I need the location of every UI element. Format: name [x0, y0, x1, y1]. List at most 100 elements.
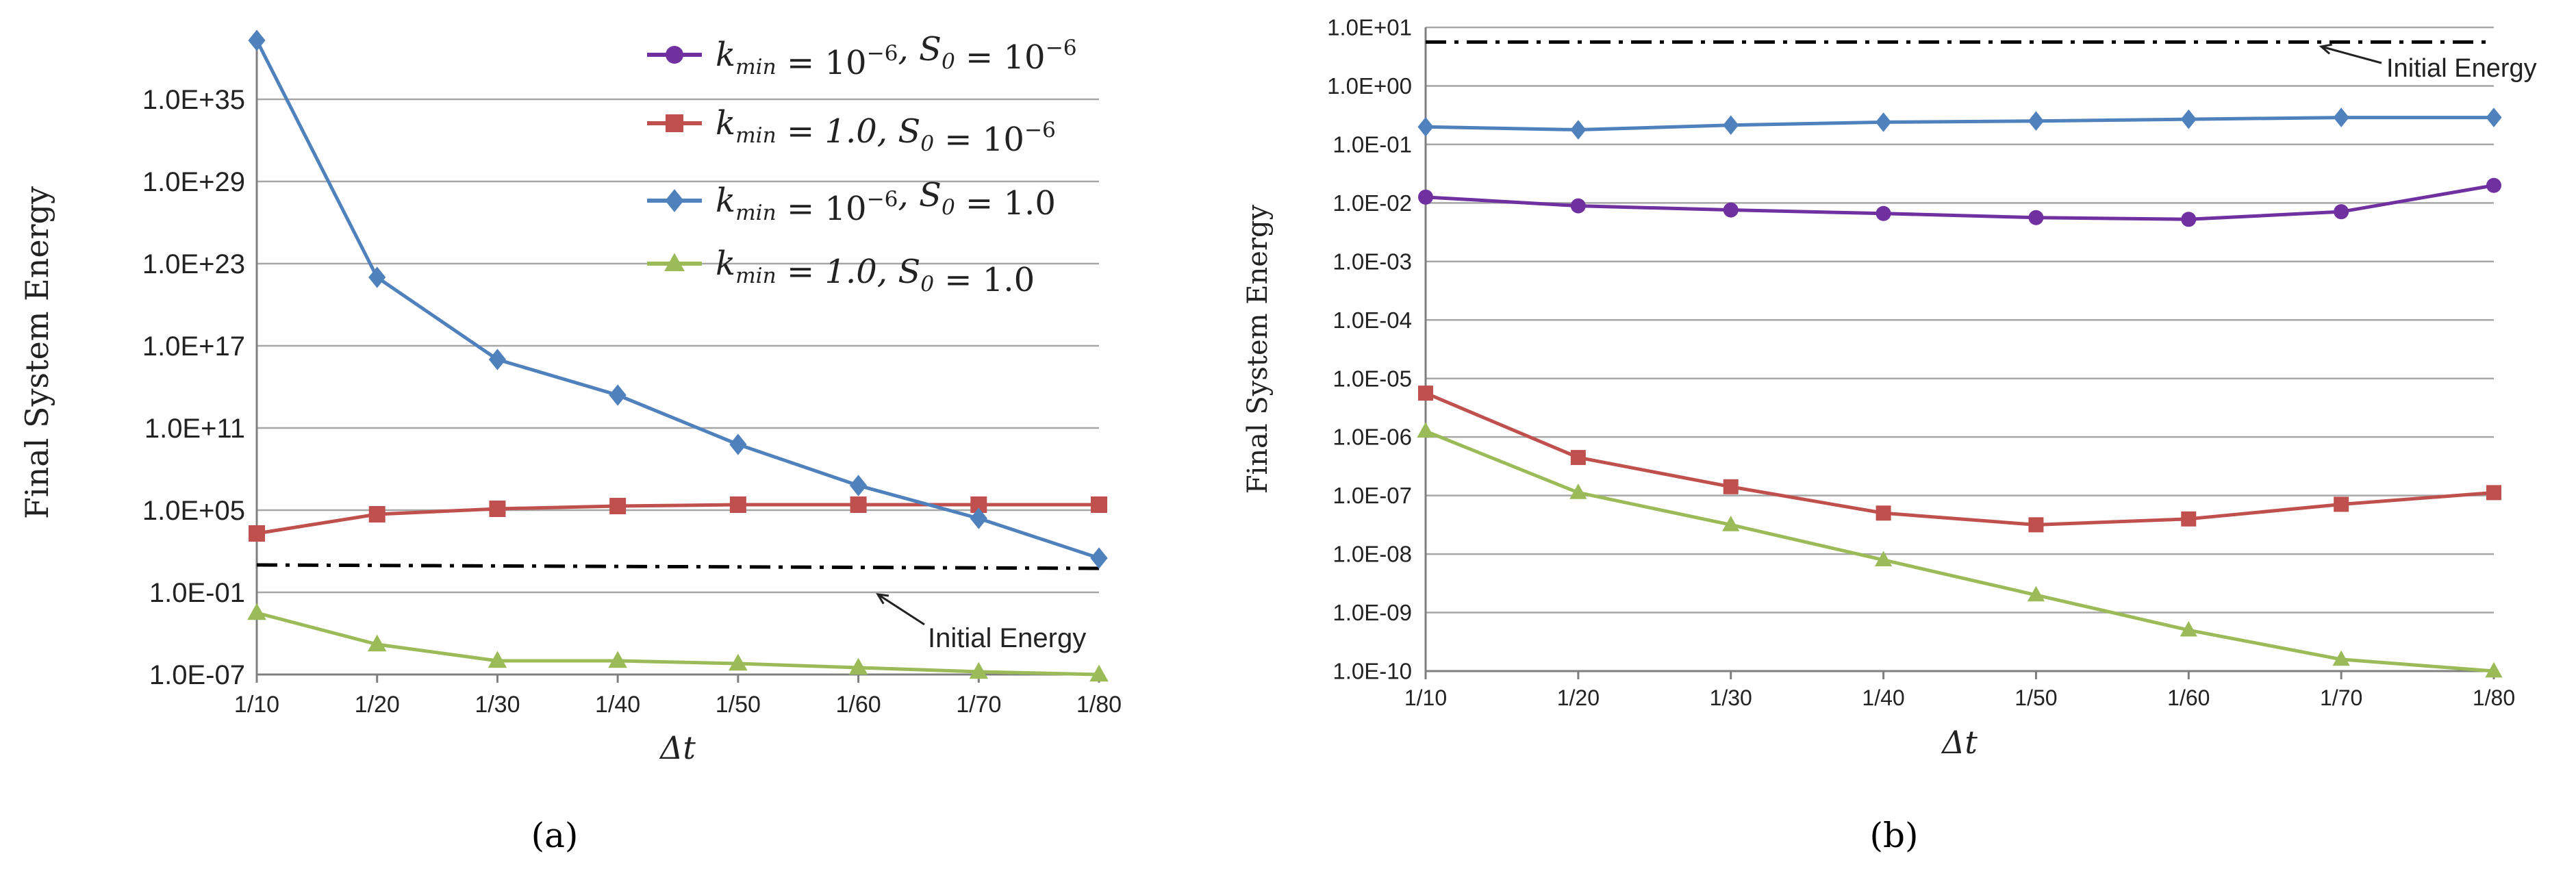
panel-a-x-tick-label: 1/40 — [595, 692, 640, 718]
panel-b-series-4-point — [1874, 551, 1893, 566]
panel-a-legend-subscript: min — [735, 123, 776, 148]
panel-a-annotation-arrow — [877, 593, 925, 626]
chart-panel-b: 1.0E-10 1.0E-09 1.0E-08 1.0E-07 1.0E-06 1.0E-… — [1242, 15, 2537, 761]
panel-a-annotation-arrowhead — [876, 593, 889, 605]
panel-b-series-2-point — [2181, 511, 2197, 527]
panel-a-legend-text: = 1.0 — [955, 184, 1056, 223]
panel-b-series-4-point — [2180, 620, 2197, 637]
panel-b-series-line-3 — [1425, 116, 2494, 132]
panel-b-y-axis-label: Final System Energy — [1242, 204, 1274, 494]
panel-a-legend-text: , S — [898, 176, 942, 214]
panel-a-legend-superscript: −6 — [1024, 118, 1056, 142]
panel-a-series-3-point — [488, 349, 507, 370]
panel-b-x-tick-label: 1/20 — [1557, 685, 1600, 710]
panel-a-legend-entry: kmin = 1.0, S0 = 10−6 — [716, 104, 1056, 159]
panel-a-legend-superscript: −6 — [867, 41, 898, 66]
panel-a-y-tick-label: 1.0E+11 — [144, 414, 245, 444]
panel-b-series-1-point — [1876, 205, 1891, 221]
panel-a-legend-superscript: −6 — [867, 187, 898, 212]
panel-a-series-3-point — [1090, 547, 1108, 569]
panel-a-series-2-point — [249, 525, 265, 542]
panel-a-legend-text: k — [716, 181, 735, 220]
panel-b-series-3-point — [1570, 120, 1587, 140]
panel-a-x-tick-label: 1/10 — [234, 692, 279, 718]
panel-a-series-line-4 — [256, 611, 1100, 677]
panel-a-series-3-point — [248, 29, 266, 51]
panel-a-initial-energy-line — [256, 563, 1100, 570]
panel-b-series-4-point — [2027, 585, 2045, 602]
panel-a-series-2-point — [1091, 496, 1107, 513]
panel-a-y-tick-label: 1.0E+29 — [142, 167, 245, 197]
panel-a-y-tick-label: 1.0E+17 — [142, 331, 245, 362]
panel-b-x-tick-label: 1/50 — [2015, 685, 2057, 710]
panel-a-legend-text: = 10 — [934, 121, 1024, 159]
panel-b-annotation-label: Initial Energy — [2386, 54, 2537, 83]
panel-a-legend-marker — [664, 253, 685, 272]
panel-b-y-tick-label: 1.0E+01 — [1327, 15, 1412, 40]
panel-a-legend-marker — [666, 114, 683, 132]
panel-a-x-tick-label: 1/60 — [835, 692, 881, 718]
panel-b-series-2-point — [2334, 496, 2349, 512]
panel-a-legend-text: = 1.0, S — [776, 112, 920, 151]
panel-b-series-1-point — [2181, 212, 2197, 227]
panel-a-legend-entry: kmin = 10−6, S0 = 10−6 — [716, 30, 1077, 82]
panel-a-y-tick-label: 1.0E+05 — [142, 496, 245, 526]
panel-a-series-3-point — [729, 433, 747, 455]
panel-b-series-3-point — [1417, 116, 1434, 137]
panel-a-legend-text: = 10 — [776, 190, 867, 228]
panel-a-series-2-point — [609, 498, 627, 514]
panel-a-legend-subscript: 0 — [920, 272, 934, 297]
panel-b-series-3-point — [2180, 109, 2197, 129]
panel-a-series-4-point — [608, 651, 627, 668]
panel-a-series-3-point — [609, 384, 627, 406]
panel-a-x-tick-label: 1/50 — [716, 692, 761, 718]
panel-a-legend-text: k — [716, 104, 735, 142]
panel-b-y-tick-label: 1.0E-09 — [1333, 600, 1412, 625]
panel-a-series-3-point — [970, 507, 987, 529]
panel-b-y-tick-label: 1.0E-03 — [1333, 249, 1412, 274]
panel-b-annotation-arrow — [2321, 45, 2382, 64]
panel-a-x-tick-label: 1/70 — [956, 692, 1001, 718]
panel-a-series-4-point — [848, 657, 868, 675]
panel-a-legend-text: k — [716, 36, 735, 74]
panel-a-legend-entry: kmin = 10−6, S0 = 1.0 — [716, 176, 1056, 228]
panel-b-series-3-point — [2028, 111, 2044, 131]
panel-b-series-4-point — [1417, 422, 1435, 438]
panel-a-legend-text: = 1.0, S — [776, 253, 920, 291]
panel-b-series-2-point — [1418, 386, 1433, 401]
panel-a-series-4-point — [367, 634, 387, 652]
panel-a-legend-text: = 10 — [776, 44, 867, 82]
panel-a-legend-text: k — [716, 244, 735, 283]
panel-b-x-tick-label: 1/80 — [2473, 685, 2515, 710]
panel-a-y-tick-label: 1.0E+35 — [142, 85, 245, 115]
panel-b-series-4-point — [1722, 516, 1740, 531]
panel-a-legend-subscript: min — [735, 201, 776, 225]
panel-a-x-axis-label: Δt — [659, 729, 696, 766]
chart-panel-a: 1.0E-07 1.0E-01 1.0E+05 1.0E+11 1.0E+17 1.0E+… — [18, 29, 1122, 766]
panel-a-legend-subscript: 0 — [942, 49, 955, 74]
panel-a-legend-text: = 1.0 — [934, 261, 1035, 299]
panel-a-series-4-point — [729, 653, 748, 671]
panel-b-series-1-point — [2486, 177, 2501, 193]
panel-b-series-line-4 — [1425, 429, 2495, 673]
panel-a-x-tick-label: 1/20 — [355, 692, 400, 718]
panel-a-series-2-point — [489, 501, 506, 517]
panel-b-series-3-point — [1876, 112, 1892, 132]
panel-a-legend-superscript: −6 — [1046, 36, 1077, 60]
panel-a-series-line-2 — [256, 503, 1099, 536]
panel-a-legend-text: , S — [898, 30, 942, 68]
panel-a-x-tick-label: 1/30 — [475, 692, 520, 718]
panel-a-series-3-point — [368, 266, 386, 288]
panel-b-y-tick-label: 1.0E-06 — [1333, 425, 1412, 450]
panel-b-series-line-1 — [1425, 184, 2495, 221]
panel-a-legend-subscript: 0 — [942, 195, 955, 220]
panel-b-x-tick-label: 1/40 — [1862, 685, 1904, 710]
panel-b-series-4-point — [2485, 662, 2503, 678]
panel-a-y-tick-label: 1.0E-07 — [149, 660, 245, 690]
panel-b-x-tick-label: 1/70 — [2320, 685, 2362, 710]
panel-b-series-2-point — [1570, 450, 1586, 466]
panel-b-y-tick-label: 1.0E-07 — [1333, 483, 1412, 508]
panel-b-series-2-point — [1876, 505, 1891, 521]
